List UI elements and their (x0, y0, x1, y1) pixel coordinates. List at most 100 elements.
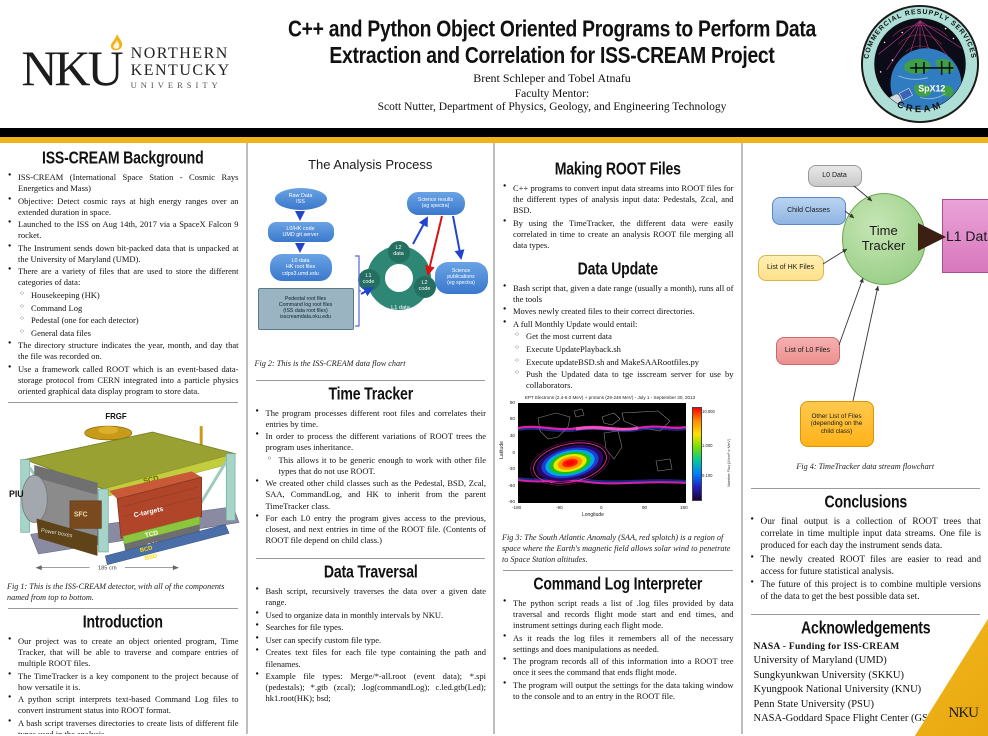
bullet-item: A bash script traverses directories to c… (7, 718, 239, 734)
node-raw-data: Raw Data ISS (274, 188, 327, 210)
mentor-name: Scott Nutter, Department of Physics, Geo… (377, 101, 727, 114)
node-l0-data: L0 data HK root files cdps3.umd.edu (269, 254, 332, 281)
title-block: C++ and Python Object Oriented Programs … (252, 15, 852, 113)
bullet-item: Objective: Detect cosmic rays at high en… (7, 196, 239, 218)
bullet-item: Example file types: Merge/*-all.root (ev… (255, 671, 486, 704)
section-title-background: ISS-CREAM Background (41, 149, 204, 168)
node-pedestal-files: Pedestal root files Command log root fil… (257, 288, 354, 330)
list-line: Sungkyunkwan University (SKKU) (753, 669, 905, 681)
list-line: University of Maryland (UMD) (753, 655, 887, 667)
bullet-item: Our project was to create an object orie… (7, 636, 239, 669)
label-bsd: BSD (144, 553, 157, 562)
section-title-introduction: Introduction (82, 613, 163, 633)
bullet-item: Housekeeping (HK) (7, 290, 239, 301)
bullet-item: A python script interprets text-based Co… (7, 694, 239, 716)
bullet-item: Searches for file types. (255, 622, 487, 633)
column-3: Making ROOT Files C++ programs to conver… (495, 143, 741, 734)
fig1-detector: FRGF PIU SCD (7, 408, 240, 603)
bullet-item: User can specify custom file type. (255, 635, 487, 646)
fig2-title: The Analysis Process (308, 157, 433, 172)
bullet-item: Used to organize data in monthly interva… (255, 610, 487, 621)
bullet-item: The python script reads a list of .log f… (502, 598, 734, 631)
bullet-item: Execute UpdatePlayback.sh (502, 344, 734, 355)
divider (255, 379, 485, 381)
bullet-item: C++ programs to convert input data strea… (502, 183, 734, 216)
wordmark-line1: NORTHERN (130, 44, 229, 62)
node-l2-code: L2 code (413, 276, 436, 298)
bullet-item: For each L0 entry the program gives acce… (255, 513, 486, 546)
fig3-plot-title: EPT Electrons (2.4-6.0 MeV) + protons (2… (524, 395, 696, 401)
node-child-classes: Child Classes (771, 197, 846, 225)
label-bcd: BCD (140, 545, 154, 554)
bullet-item: The newly created ROOT files are easier … (750, 554, 981, 578)
column-1: ISS-CREAM Background ISS-CREAM (Internat… (0, 143, 246, 734)
wordmark-line2: KENTUCKY (130, 61, 231, 79)
bullet-item: Creates text files for each file type co… (255, 647, 486, 669)
node-other-files: Other List of Files (depending on the ch… (799, 401, 874, 447)
divider (8, 608, 238, 610)
header-black-bar (0, 128, 988, 137)
divider (255, 558, 485, 560)
section-title-acknowledgements: Acknowledgements (800, 618, 931, 638)
ytick: -90 (508, 499, 515, 505)
section-title-command-log: Command Log Interpreter (533, 575, 703, 594)
ytick: -30 (508, 466, 515, 472)
bullet-item: Command Log (7, 303, 239, 314)
bullet-item: Use a framework called ROOT which is an … (7, 364, 239, 397)
bullet-item: The Instrument sends down bit-packed dat… (7, 243, 239, 265)
section-title-data-update: Data Update (577, 259, 658, 279)
list-line: NASA - Funding for ISS-CREAM (753, 641, 900, 652)
bullet-item: Execute updateBSD.sh and MakeSAARootfile… (502, 357, 734, 368)
colorbar-tick: 0.100 (702, 473, 713, 479)
bullet-item: The program processes different root fil… (255, 408, 486, 430)
divider (503, 570, 733, 572)
poster-title: C++ and Python Object Oriented Programs … (276, 16, 828, 69)
node-science-results: Science results (eg spectra) (406, 192, 465, 215)
xtick: -180 (512, 505, 522, 511)
section-title-data-traversal: Data Traversal (323, 563, 418, 583)
nku-logo: NKU NORTHERN KENTUCKY UNIVERSITY (0, 34, 252, 96)
node-l1-data: L1 Data (941, 199, 988, 273)
label-tcd: TCD (144, 529, 159, 539)
list-line: Kyungpook National University (KNU) (753, 684, 922, 696)
bullet-item: The directory structure indicates the ye… (7, 340, 239, 362)
bullet-item: Bash script that, given a date range (us… (502, 283, 734, 305)
bullet-item: Moves newly created files to their corre… (502, 306, 734, 317)
label-piu: PIU (9, 489, 24, 499)
mission-patch-icon: SpX12 COMMERCIAL RESUPPLY SERVICES CREAM (860, 4, 980, 124)
title-line1: C++ and Python Object Oriented Programs … (287, 16, 817, 42)
ytick: 90 (509, 400, 515, 406)
fig3-ylabel: Latitude (498, 441, 505, 460)
ytick: 0 (512, 450, 515, 456)
section-title-making-root: Making ROOT Files (554, 160, 681, 179)
fig4-timetracker-flowchart: L0 Data Child Classes List of HK Files L… (750, 151, 988, 483)
bullet-item: This allows it to be generic enough to w… (255, 455, 486, 477)
nku-acronym-text: NKU (21, 40, 123, 96)
bullet-item: Push the Updated data to tge isscream se… (502, 369, 734, 391)
bullet-item: Bash script, recursively traverses the d… (255, 586, 486, 608)
bullet-item: ISS-CREAM (International Space Station -… (7, 172, 239, 194)
ytick: 30 (509, 433, 515, 439)
xtick: 0 (600, 505, 603, 511)
acknowledgements-lines: NASA - Funding for ISS-CREAM University o… (750, 642, 982, 725)
colorbar-tick: 10.000 (702, 409, 715, 415)
ribbon-nku-logo: NKU (948, 705, 979, 721)
introduction-bullets: Our project was to create an object orie… (7, 636, 239, 734)
bullet-item: The TimeTracker is a key component to th… (7, 671, 239, 693)
label-sfc: SFC (74, 511, 88, 518)
fig3-caption: Fig 3: The South Atlantic Anomaly (SAA, … (502, 533, 731, 564)
authors: Brent Schleper and Tobel Atnafu (473, 71, 631, 86)
list-line: NASA-Goddard Space Flight Center (GSFC) (753, 713, 945, 725)
data-update-bullets: Bash script that, given a date range (us… (502, 283, 734, 391)
conclusions-bullets: Our final output is a collection of ROOT… (750, 516, 981, 604)
xtick: -90 (556, 505, 563, 511)
ytick: -60 (508, 483, 515, 489)
fig1-caption: Fig 1: This is the ISS-CREAM detector, w… (7, 581, 225, 602)
label-frgf: FRGF (105, 412, 127, 421)
xtick: 180 (680, 505, 688, 511)
bullet-item: Launched to the ISS on Aug 14th, 2017 vi… (7, 219, 239, 241)
fig3-colorbar-label: Number Flux [#/cm²·s·MeV] (726, 439, 731, 488)
fig3-saa-map: EPT Electrons (2.4-6.0 MeV) + protons (2… (498, 395, 734, 527)
fig3-plot-area (517, 403, 687, 504)
fig2-analysis-flowchart: Raw Data ISS L0/HK code UMD git server L… (255, 174, 488, 356)
